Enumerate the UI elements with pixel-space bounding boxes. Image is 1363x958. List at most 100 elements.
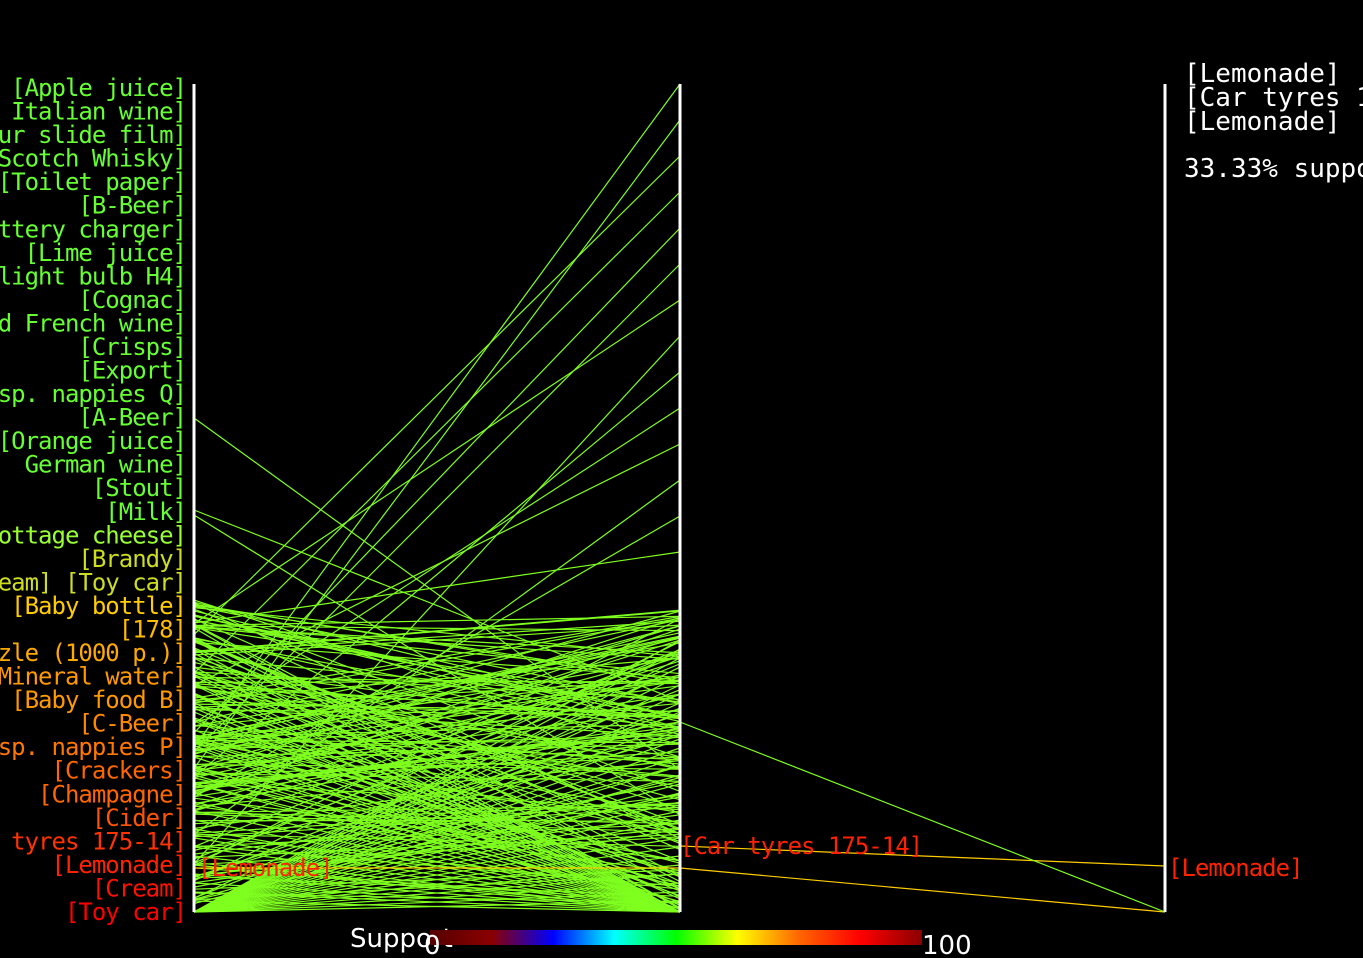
antecedent-label: [B-Beer] [78,192,186,220]
rule-link [193,610,681,653]
rule-link [193,703,681,712]
rule-link [193,739,681,872]
rule-link [193,692,681,898]
legend-colorbar [430,930,922,945]
rule-link [193,900,681,913]
rule-link [193,882,681,913]
rule-link [193,736,681,864]
rule-link [193,666,681,913]
antecedent-label: [C-Beer] [78,710,186,738]
rule-link [193,407,681,724]
rule-link [193,792,681,913]
support-legend: Support 0 100 [350,924,972,958]
rule-link [193,515,681,798]
rule-link [193,661,681,770]
antecedent-label: attery charger] [0,215,186,243]
rule-link [193,793,681,901]
rule-link [193,626,681,703]
antecedent-label: eam] [Toy car] [0,568,186,596]
rule-link [193,702,681,913]
rule-link [193,685,681,788]
antecedent-label: [Mineral water] [0,663,186,691]
antecedent-label: [Brandy] [78,545,186,573]
antecedent-label: [Cognac] [78,286,186,314]
rule-link [193,619,681,723]
antecedent-label: [Cider] [92,804,186,832]
antecedent-label: [178] [119,615,186,643]
axis-labels: [Apple juice]ite Italian wine]olour slid… [0,74,1304,926]
rule-link [193,756,681,913]
rule-link [193,751,681,784]
rule-link [193,685,681,752]
rule-link [193,628,681,793]
middle-axis-label: [Lemonade] [198,854,333,882]
antecedent-label: [Toilet paper] [0,168,186,196]
antecedent-label: [Champagne] [38,780,186,808]
rule-link [193,609,681,652]
rule-link [193,724,681,765]
rule-link [193,672,681,835]
info-line-3: [Lemonade] [1184,107,1341,137]
antecedent-label: isp. nappies Q] [0,380,186,408]
rule-link [193,702,681,752]
rule-link [193,637,681,754]
rule-link [193,649,681,833]
antecedent-label: zzle (1000 p.)] [0,639,186,667]
info-line-2: [Car tyres 175 [1184,83,1363,113]
rule-link [679,721,1166,913]
rule-link [193,638,681,729]
axes [192,84,1167,912]
rule-link [193,615,681,717]
antecedent-label: [Orange juice] [0,427,186,455]
rule-link [193,711,681,913]
rule-link [193,615,681,699]
antecedent-label: [Stout] [92,474,186,502]
rule-link [193,801,681,913]
antecedent-label: d French wine] [0,309,186,337]
antecedent-label: German wine] [25,451,186,479]
rule-link [193,693,681,769]
rule-link [193,191,681,674]
rule-link [193,618,681,867]
info-line-1: [Lemonade] [1184,59,1341,89]
rule-link [193,873,681,913]
antecedent-label: [Cream] [92,874,186,902]
rule-link [193,610,681,744]
antecedent-label: [Toy car] [65,898,186,926]
rule-link [193,846,681,913]
rule-link [193,119,681,769]
middle-axis-label: [Car tyres 175-14] [680,832,922,860]
rule-links [193,83,1166,913]
legend-max: 100 [922,931,972,958]
rule-link [193,725,681,791]
rule-link [193,684,681,913]
rule-link [193,833,681,859]
rule-link [193,891,681,913]
rule-link [193,652,681,787]
rule-link [193,371,681,778]
rule-link [193,812,681,825]
rule-link [193,603,681,685]
rule-link [193,721,681,798]
antecedent-label: ite Italian wine] [0,98,186,126]
antecedent-label: light bulb H4] [0,262,186,290]
legend-min: 0 [424,931,441,958]
rule-link [193,626,681,654]
rule-link [193,657,681,913]
rule-link [193,620,681,654]
rule-link [193,819,681,913]
rule-link [193,734,681,814]
rule-link [193,299,681,625]
antecedent-label: [Baby bottle] [11,592,186,620]
rule-link [193,864,681,913]
rule-link [193,551,681,624]
rule-link [193,742,681,784]
selected-rule-link [679,867,1166,913]
rule-link [193,625,681,755]
rule-info-panel: [Lemonade] [Car tyres 175 [Lemonade] 33.… [1184,59,1363,184]
rule-link [193,837,681,913]
rule-link [193,676,681,685]
antecedent-label: [Apple juice] [11,74,186,102]
antecedent-label: [Lemonade] [52,851,187,879]
